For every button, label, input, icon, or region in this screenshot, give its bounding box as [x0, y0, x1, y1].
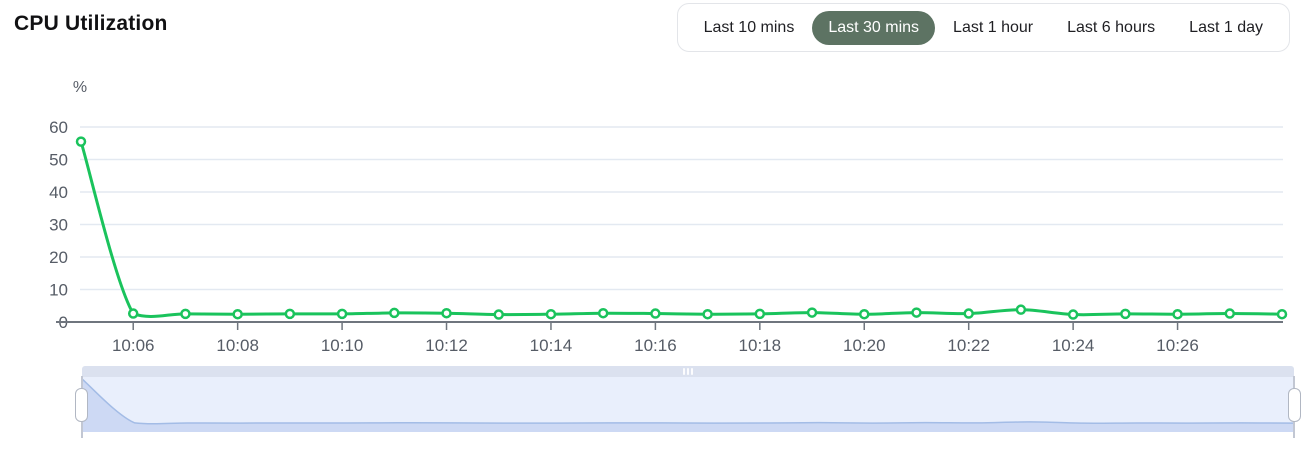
y-axis-tick-label: 30	[49, 216, 68, 235]
data-point-marker	[597, 307, 609, 319]
data-point-marker	[1120, 308, 1131, 320]
datazoom-slider[interactable]	[75, 366, 1301, 438]
datazoom-right-handle[interactable]	[1288, 387, 1301, 422]
x-axis-tick-label: 10:26	[1156, 336, 1199, 355]
data-point-marker	[754, 308, 766, 320]
data-point-marker	[75, 136, 87, 147]
datazoom-area-line	[82, 378, 1294, 425]
x-axis-tick-label: 10:10	[321, 336, 364, 355]
data-point-marker	[911, 307, 922, 318]
data-point-marker	[284, 308, 296, 320]
data-point-marker	[232, 308, 243, 320]
x-axis-tick-label: 10:22	[947, 336, 990, 355]
time-range-button-last-6-hours[interactable]: Last 6 hours	[1051, 11, 1171, 45]
data-point-marker	[1224, 308, 1236, 319]
datazoom-drag-bar[interactable]	[82, 366, 1294, 377]
y-axis-tick-label: 20	[49, 248, 68, 267]
data-point-marker	[963, 308, 974, 319]
y-axis-tick-label: 10	[49, 281, 68, 300]
data-point-marker	[180, 308, 191, 320]
cpu-utilization-chart: 0102030405060%10:0610:0810:1010:1210:141…	[49, 79, 1288, 355]
x-axis-tick-label: 10:18	[739, 336, 782, 355]
datazoom-mini-chart	[82, 377, 1294, 432]
datazoom-area-fill	[82, 379, 1294, 432]
data-point-marker	[1276, 308, 1288, 320]
data-point-marker	[441, 307, 452, 319]
y-axis-tick-label: 40	[49, 183, 68, 202]
time-range-button-last-30-mins[interactable]: Last 30 mins	[812, 10, 936, 45]
x-axis-tick-label: 10:20	[843, 336, 886, 355]
datazoom-track[interactable]	[75, 376, 1301, 438]
time-range-selector: Last 10 mins Last 30 mins Last 1 hour Last …	[676, 3, 1290, 52]
time-range-button-last-1-day[interactable]: Last 1 day	[1173, 11, 1279, 45]
x-axis-tick-label: 10:24	[1052, 336, 1095, 355]
data-point-marker	[1067, 309, 1079, 320]
x-axis-tick-label: 10:14	[530, 336, 573, 355]
page-title: CPU Utilization	[14, 12, 168, 35]
time-range-button-last-1-hour[interactable]: Last 1 hour	[937, 11, 1049, 45]
data-point-marker	[1172, 308, 1183, 320]
data-point-marker	[389, 307, 400, 319]
data-point-marker	[336, 308, 348, 320]
datazoom-left-handle[interactable]	[75, 387, 88, 422]
y-axis-tick-label: 50	[49, 151, 68, 170]
time-range-button-last-10-mins[interactable]: Last 10 mins	[688, 11, 811, 45]
data-point-marker	[545, 308, 557, 320]
data-point-marker	[127, 308, 139, 319]
x-axis-tick-label: 10:12	[425, 336, 468, 355]
cpu-series-line	[79, 140, 1284, 318]
data-point-marker	[1015, 304, 1027, 315]
datazoom-grip-icon[interactable]	[683, 368, 693, 375]
y-axis-unit-label: %	[73, 79, 87, 96]
data-point-marker	[702, 308, 713, 320]
data-point-marker	[493, 309, 504, 320]
data-point-marker	[859, 308, 870, 320]
x-axis-tick-label: 10:16	[634, 336, 677, 355]
data-point-marker	[650, 308, 661, 319]
data-point-marker	[806, 307, 818, 318]
x-axis-tick-label: 10:06	[112, 336, 155, 355]
y-axis-tick-label: 60	[49, 118, 68, 137]
x-axis-tick-label: 10:08	[216, 336, 259, 355]
